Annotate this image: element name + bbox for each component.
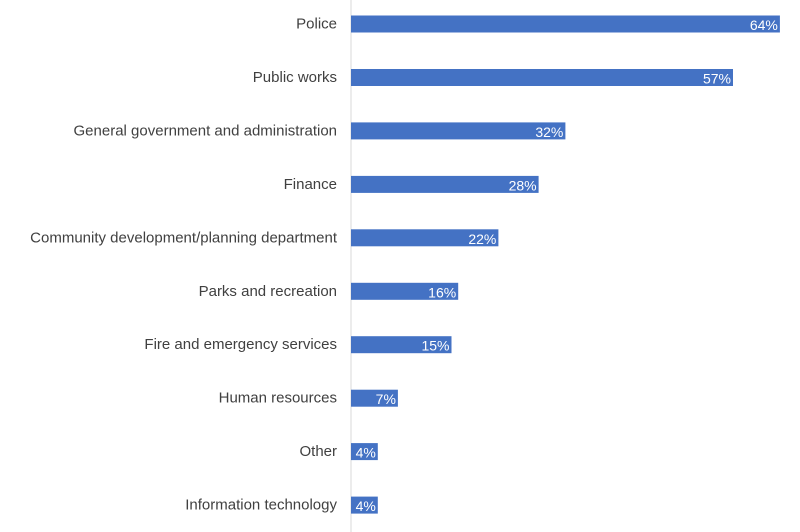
bar — [351, 122, 566, 140]
data-label: 22% — [468, 231, 496, 247]
data-label: 4% — [356, 498, 376, 514]
category-label: Fire and emergency services — [144, 336, 337, 353]
bar — [351, 389, 398, 407]
bar — [351, 336, 452, 354]
bar — [351, 496, 378, 514]
category-label: General government and administration — [74, 122, 337, 139]
data-label: 15% — [421, 338, 449, 354]
category-label: Other — [299, 443, 337, 460]
data-label: 57% — [703, 71, 731, 87]
category-label: Public works — [253, 69, 337, 86]
category-label: Community development/planning departmen… — [30, 229, 338, 246]
data-label: 28% — [509, 177, 537, 193]
data-label: 16% — [428, 284, 456, 300]
bar — [351, 443, 378, 461]
data-label: 64% — [750, 17, 778, 33]
bar — [351, 69, 733, 86]
bar — [351, 15, 780, 33]
category-label: Finance — [284, 176, 337, 193]
bar — [351, 282, 459, 300]
category-label: Police — [296, 16, 337, 33]
data-label: 32% — [535, 124, 563, 140]
category-label: Information technology — [185, 497, 337, 514]
bar — [351, 229, 499, 247]
category-labels-layer: Police Public works General government and… — [30, 16, 338, 514]
data-label: 4% — [356, 445, 376, 461]
category-label: Human resources — [219, 390, 337, 407]
bars-layer — [351, 15, 780, 514]
data-label: 7% — [376, 391, 396, 407]
category-label: Parks and recreation — [199, 283, 337, 300]
bar — [351, 175, 539, 193]
value-labels-layer: 64% 57% 32% 28% 22% 16% 15% 7% 4% 4% — [356, 17, 778, 514]
